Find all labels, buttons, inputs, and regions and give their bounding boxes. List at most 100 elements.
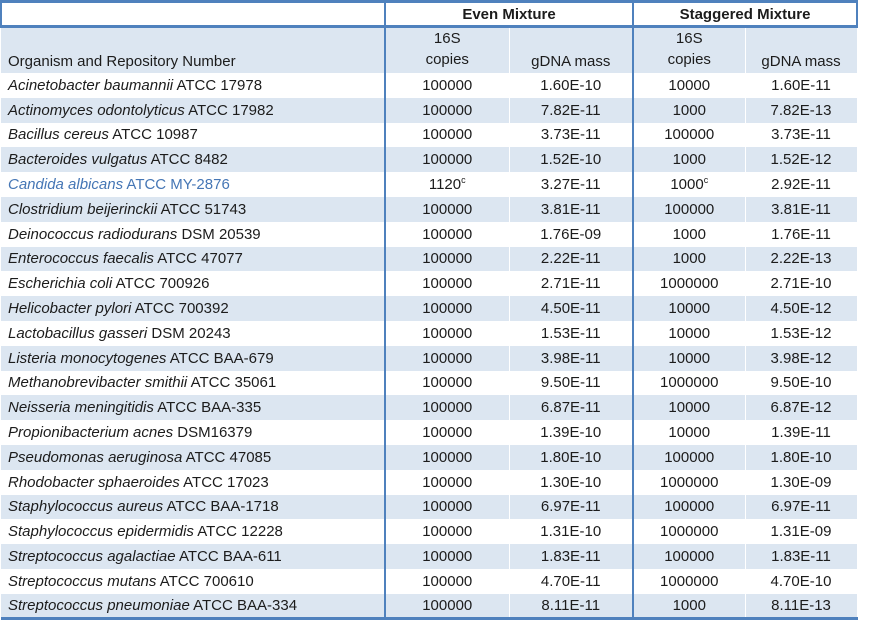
organism-name: Rhodobacter sphaeroides	[8, 473, 180, 491]
organism-cell: Enterococcus faecalis ATCC 47077	[1, 246, 386, 272]
table-row: Clostridium beijerinckii ATCC 51743 1000…	[1, 196, 858, 222]
staggered-gdna-mass-cell: 6.87E-12	[745, 395, 858, 421]
even-gdna-mass-cell: 1.60E-10	[509, 73, 634, 98]
table-row: Pseudomonas aeruginosa ATCC 47085 100000…	[1, 444, 858, 470]
even-16s-copies-cell: 100000	[384, 221, 510, 247]
even-gdna-mass-cell: 3.81E-11	[509, 196, 634, 222]
table-row: Streptococcus agalactiae ATCC BAA-611 10…	[1, 544, 858, 569]
organism-cell: Bacillus cereus ATCC 10987	[1, 122, 386, 148]
staggered-16s-copies-cell: 10000	[632, 320, 746, 346]
table-row: Methanobrevibacter smithii ATCC 35061 10…	[1, 370, 858, 396]
repository-number: ATCC 51743	[160, 200, 247, 218]
even-gdna-mass-cell: 1.31E-10	[509, 519, 634, 545]
even-gdna-mass-cell: 2.22E-11	[509, 246, 634, 272]
table-row: Staphylococcus aureus ATCC BAA-1718 1000…	[1, 494, 858, 520]
staggered-16s-copies-cell: 100000	[632, 196, 746, 222]
organism-name: Streptococcus mutans	[8, 572, 157, 590]
header-copies-label: copies	[667, 51, 711, 68]
even-16s-copies-cell: 100000	[384, 469, 510, 495]
organism-cell: Streptococcus pneumoniae ATCC BAA-334	[1, 593, 386, 619]
repository-number: ATCC BAA-334	[193, 596, 298, 614]
repository-number: DSM 20539	[181, 225, 261, 243]
organism-cell: Pseudomonas aeruginosa ATCC 47085	[1, 444, 386, 470]
even-gdna-mass-cell: 1.39E-10	[509, 420, 634, 445]
even-16s-copies-cell: 100000	[384, 296, 510, 321]
column-header-even-gdna-mass: gDNA mass	[509, 26, 634, 73]
footnote-marker: c	[461, 175, 466, 186]
header-16s-label: 16S	[675, 30, 703, 47]
staggered-16s-copies-cell: 100000	[632, 494, 746, 520]
organism-name: Actinomyces odontolyticus	[8, 101, 185, 119]
staggered-gdna-mass-cell: 1.53E-12	[745, 320, 858, 346]
even-16s-copies-cell: 100000	[384, 320, 510, 346]
staggered-gdna-mass-cell: 6.97E-11	[745, 494, 858, 520]
organism-cell: Streptococcus agalactiae ATCC BAA-611	[1, 544, 386, 569]
even-gdna-mass-cell: 6.87E-11	[509, 395, 634, 421]
staggered-16s-copies-cell: 1000000	[632, 271, 746, 297]
repository-number: DSM 20243	[151, 324, 231, 342]
even-16s-copies-cell: 100000	[384, 345, 510, 371]
group-header-row: Even Mixture Staggered Mixture	[0, 1, 858, 27]
table-row: Bacteroides vulgatus ATCC 8482 100000 1.…	[1, 147, 858, 173]
repository-number: ATCC 12228	[197, 523, 283, 541]
even-16s-copies-cell: 100000	[384, 73, 510, 98]
organism-name: Methanobrevibacter smithii	[8, 374, 188, 392]
column-header-staggered-gdna-mass: gDNA mass	[745, 26, 858, 73]
organism-cell: Rhodobacter sphaeroides ATCC 17023	[1, 469, 386, 495]
staggered-gdna-mass-cell: 3.98E-12	[745, 345, 858, 371]
organism-name: Propionibacterium acnes	[8, 424, 174, 442]
even-gdna-mass-cell: 1.76E-09	[509, 221, 634, 247]
even-gdna-mass-cell: 1.30E-10	[509, 469, 634, 495]
repository-number: ATCC 10987	[112, 126, 198, 144]
organism-cell: Methanobrevibacter smithii ATCC 35061	[1, 370, 386, 396]
organism-name: Streptococcus pneumoniae	[8, 596, 190, 614]
column-header-even-16s-copies: 16S copies	[384, 26, 510, 73]
repository-number: ATCC 17982	[188, 101, 274, 119]
staggered-gdna-mass-cell: 1.52E-12	[745, 147, 858, 173]
staggered-16s-copies-cell: 10000	[632, 395, 746, 421]
column-header-staggered-16s-copies: 16S copies	[632, 26, 746, 73]
even-16s-copies-cell: 100000	[384, 97, 510, 123]
repository-number: ATCC BAA-611	[178, 548, 282, 566]
repository-number: ATCC 700926	[115, 275, 210, 293]
column-header-organism: Organism and Repository Number	[1, 26, 386, 73]
organism-cell: Staphylococcus epidermidis ATCC 12228	[1, 519, 386, 545]
even-gdna-mass-cell: 1.80E-10	[509, 444, 634, 470]
organism-cell: Propionibacterium acnes DSM16379	[1, 420, 386, 445]
staggered-16s-copies-cell: 10000	[632, 345, 746, 371]
repository-number: ATCC 700392	[134, 300, 229, 318]
organism-cell: Helicobacter pylori ATCC 700392	[1, 296, 386, 321]
staggered-gdna-mass-cell: 2.71E-10	[745, 271, 858, 297]
staggered-gdna-mass-cell: 1.31E-09	[745, 519, 858, 545]
organism-name: Bacillus cereus	[8, 126, 109, 144]
repository-number: ATCC 35061	[190, 374, 277, 392]
staggered-gdna-mass-cell: 2.22E-13	[745, 246, 858, 272]
even-16s-copies-cell: 100000	[384, 494, 510, 520]
staggered-gdna-mass-cell: 2.92E-11	[745, 172, 858, 197]
repository-number: ATCC 47077	[157, 250, 243, 268]
group-header-even-mixture: Even Mixture	[384, 1, 633, 27]
table-body: Acinetobacter baumannii ATCC 17978 10000…	[1, 73, 858, 619]
staggered-gdna-mass-cell: 1.39E-11	[745, 420, 858, 445]
table-row: Staphylococcus epidermidis ATCC 12228 10…	[1, 519, 858, 545]
table-row: Deinococcus radiodurans DSM 20539 100000…	[1, 221, 858, 247]
table-row: Bacillus cereus ATCC 10987 100000 3.73E-…	[1, 122, 858, 148]
even-16s-copies-cell: 100000	[384, 593, 510, 619]
organism-cell: Clostridium beijerinckii ATCC 51743	[1, 196, 386, 222]
organism-name: Staphylococcus epidermidis	[8, 523, 194, 541]
table-row: Propionibacterium acnes DSM16379 100000 …	[1, 420, 858, 445]
even-16s-copies-cell: 100000	[384, 122, 510, 148]
even-16s-copies-cell: 100000	[384, 271, 510, 297]
staggered-gdna-mass-cell: 7.82E-13	[745, 97, 858, 123]
mixture-composition-table: Even Mixture Staggered Mixture Organism …	[0, 0, 858, 621]
staggered-gdna-mass-cell: 1.80E-10	[745, 444, 858, 470]
even-16s-copies-cell: 100000	[384, 568, 510, 594]
staggered-16s-copies-cell: 1000000	[632, 370, 746, 396]
staggered-16s-copies-cell: 1000c	[632, 172, 746, 197]
even-16s-copies-cell: 100000	[384, 544, 510, 569]
repository-number: DSM16379	[177, 424, 253, 442]
table-row: Lactobacillus gasseri DSM 20243 100000 1…	[1, 320, 858, 346]
even-gdna-mass-cell: 6.97E-11	[509, 494, 634, 520]
staggered-16s-copies-cell: 1000	[632, 246, 746, 272]
table-row: Acinetobacter baumannii ATCC 17978 10000…	[1, 73, 858, 98]
